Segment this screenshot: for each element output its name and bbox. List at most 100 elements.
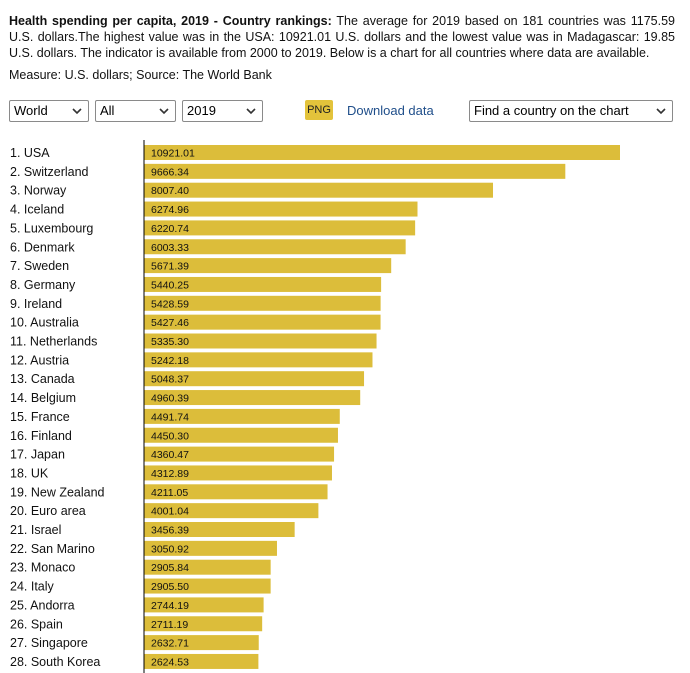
region-select[interactable]: World [9,100,89,122]
group-select-value: All [100,103,115,118]
bar[interactable] [144,276,382,292]
bar[interactable] [144,446,335,462]
bar[interactable] [144,540,277,556]
bar-chart: 1. USA 10921.01 2. Switzerland 9666.34 3. No… [0,140,690,673]
category-label: 7. Sweden [10,259,69,273]
bar-value-label: 6274.96 [151,204,189,216]
bar-value-label: 4312.89 [151,468,189,480]
bar[interactable] [144,503,319,519]
bar-value-label: 3456.39 [151,525,189,537]
chevron-down-icon [246,108,256,115]
category-label: 18. UK [10,466,49,480]
category-label: 23. Monaco [10,561,75,575]
bar-value-label: 2905.50 [151,581,189,593]
bar-value-label: 5440.25 [151,279,189,291]
category-label: 26. Spain [10,617,63,631]
category-label: 15. France [10,410,70,424]
chart-description: Health spending per capita, 2019 - Count… [9,13,675,61]
bar-chart-svg: 1. USA 10921.01 2. Switzerland 9666.34 3. No… [10,140,620,673]
bar-value-label: 2632.71 [151,638,189,650]
bar[interactable] [144,635,259,651]
region-select-value: World [14,103,48,118]
bar-value-label: 6220.74 [151,223,189,235]
download-data-link[interactable]: Download data [347,103,434,118]
bar[interactable] [144,201,418,217]
bar[interactable] [144,182,494,198]
bar-value-label: 4450.30 [151,430,189,442]
bar-value-label: 6003.33 [151,242,189,254]
png-export-button[interactable]: PNG [305,100,333,120]
category-label: 12. Austria [10,353,69,367]
bar-value-label: 4491.74 [151,411,189,423]
category-label: 20. Euro area [10,504,86,518]
bar[interactable] [144,314,381,330]
category-label: 24. Italy [10,580,55,594]
chevron-down-icon [72,108,82,115]
category-label: 16. Finland [10,429,72,443]
bar-value-label: 4211.05 [151,487,188,499]
category-label: 1. USA [10,146,50,160]
measure-source: Measure: U.S. dollars; Source: The World… [9,68,272,82]
bar-value-label: 8007.40 [151,185,189,197]
chart-title: Health spending per capita, 2019 - Count… [9,14,332,28]
bar[interactable] [144,371,365,387]
bar-value-label: 4960.39 [151,393,189,405]
bar[interactable] [144,559,271,575]
bar[interactable] [144,220,416,236]
bar[interactable] [144,333,377,349]
bar-value-label: 9666.34 [151,166,189,178]
category-label: 19. New Zealand [10,485,105,499]
category-label: 6. Denmark [10,240,75,254]
category-label: 10. Australia [10,316,79,330]
bar-value-label: 2905.84 [151,562,189,574]
category-label: 8. Germany [10,278,76,292]
bar-value-label: 2711.19 [151,619,188,631]
category-label: 5. Luxembourg [10,221,93,235]
bar[interactable] [144,653,259,669]
chevron-down-icon [656,108,666,115]
bar[interactable] [144,163,566,179]
year-select-value: 2019 [187,103,216,118]
bar-value-label: 2744.19 [151,600,189,612]
bar[interactable] [144,522,295,537]
bar-value-label: 2624.53 [151,656,189,668]
bar-value-label: 5335.30 [151,336,189,348]
bar[interactable] [144,390,361,406]
category-label: 9. Ireland [10,297,62,311]
bar-value-label: 5428.59 [151,298,189,310]
bar[interactable] [144,145,620,160]
bar[interactable] [144,295,381,311]
category-label: 3. Norway [10,184,67,198]
category-label: 13. Canada [10,372,75,386]
bar[interactable] [144,258,392,274]
bar[interactable] [144,427,338,443]
bar[interactable] [144,465,332,481]
find-country-value: Find a country on the chart [474,103,629,118]
bar[interactable] [144,408,340,424]
bar-value-label: 10921.01 [151,148,195,160]
bar-value-label: 5427.46 [151,317,189,329]
category-label: 2. Switzerland [10,165,89,179]
bar[interactable] [144,578,271,594]
category-label: 11. Netherlands [10,335,97,349]
find-country-select[interactable]: Find a country on the chart [469,100,673,122]
category-label: 25. Andorra [10,598,75,612]
bar-value-label: 5242.18 [151,355,189,367]
bar[interactable] [144,597,264,613]
bar-value-label: 5048.37 [151,374,189,386]
bar-value-label: 3050.92 [151,543,189,555]
category-label: 22. San Marino [10,542,95,556]
category-label: 17. Japan [10,448,65,462]
chart-summary: The average for 2019 based on 181 countr… [9,14,676,60]
bar[interactable] [144,352,373,368]
group-select[interactable]: All [95,100,176,122]
chevron-down-icon [159,108,169,115]
bar-value-label: 4360.47 [151,449,189,461]
bar[interactable] [144,616,263,632]
bar-value-label: 5671.39 [151,261,189,273]
bar-value-label: 4001.04 [151,506,189,518]
bar[interactable] [144,484,328,500]
year-select[interactable]: 2019 [182,100,263,122]
category-label: 27. Singapore [10,636,88,650]
bar[interactable] [144,239,406,255]
